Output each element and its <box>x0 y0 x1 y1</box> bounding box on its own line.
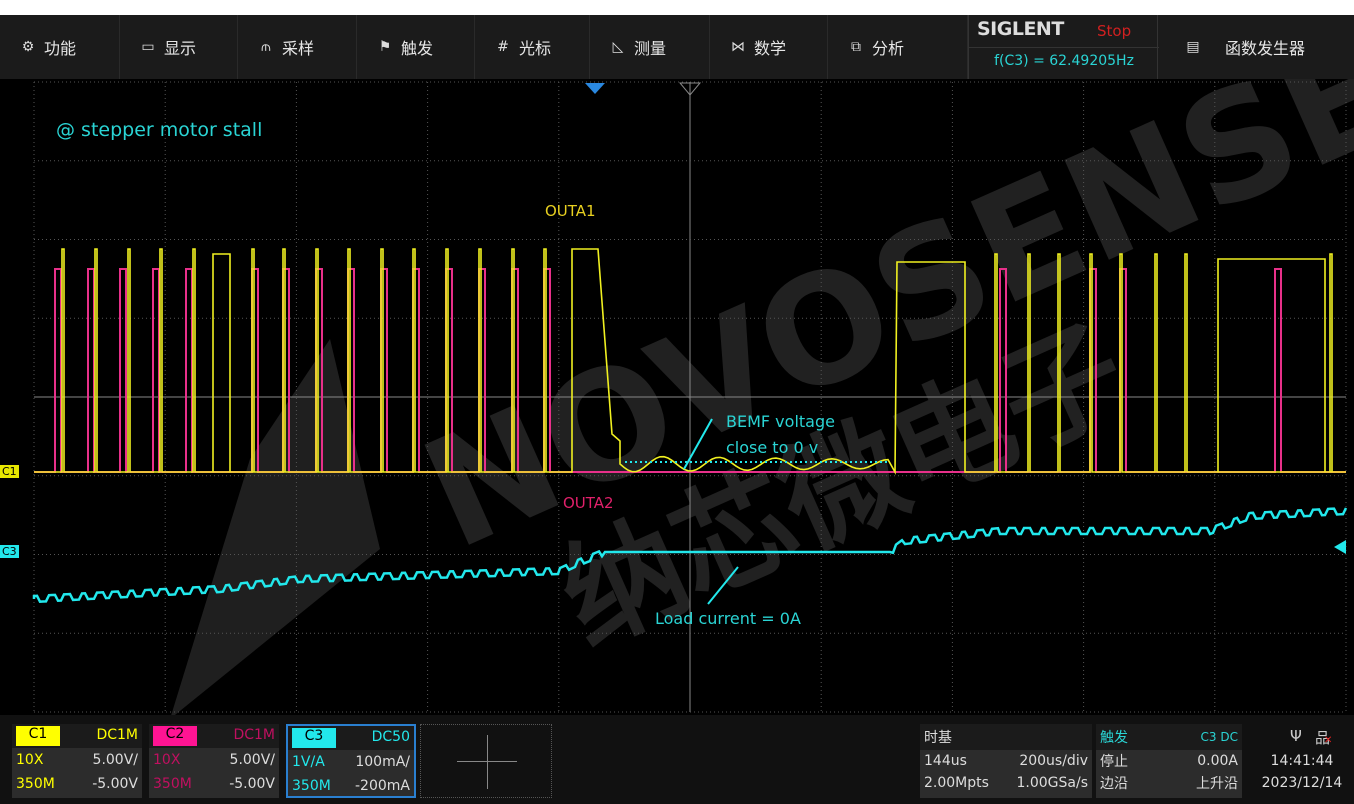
menu-label: 光标 <box>519 39 552 58</box>
timebase-delay: 144us <box>924 753 967 769</box>
outa2-label: OUTA2 <box>563 494 614 512</box>
channel-tag: C1 <box>16 726 60 746</box>
channel-probe: 10X <box>153 752 181 768</box>
channel-bandwidth: 350M <box>16 776 55 792</box>
channel-coupling: DC1M <box>96 727 138 743</box>
channel-c1-panel[interactable]: C1 DC1M 10X 5.00V/ 350M -5.00V <box>12 724 142 798</box>
channel-coupling: DC1M <box>233 727 275 743</box>
channel-coupling: DC50 <box>371 729 410 745</box>
display-icon: ▭ <box>141 39 155 55</box>
timebase-panel[interactable]: 时基 144us 200us/div 2.00Mpts 1.00GSa/s <box>920 724 1092 798</box>
timebase-scale: 200us/div <box>1019 753 1088 769</box>
trigger-position-marker <box>585 83 605 94</box>
channel-scale: 5.00V/ <box>229 752 275 768</box>
channel-scale: 5.00V/ <box>92 752 138 768</box>
load-current-label: Load current = 0A <box>655 609 801 628</box>
trigger-title: 触发 <box>1100 730 1128 746</box>
channel-tag: C2 <box>153 726 197 746</box>
sample-rate: 1.00GSa/s <box>1016 775 1089 791</box>
brand-panel: SIGLENT Stop f(C3) = 62.49205Hz <box>968 15 1159 79</box>
run-status[interactable]: Stop <box>1097 22 1132 40</box>
trigger-panel[interactable]: 触发 C3 DC 停止 0.00A 边沿 上升沿 <box>1096 724 1242 798</box>
menu-acquire[interactable]: ⫙ 采样 <box>238 15 357 79</box>
c3-trace-load-current <box>32 507 1348 603</box>
trigger-slope: 上升沿 <box>1196 776 1238 792</box>
menu-cursor-grid[interactable]: # 光标 <box>475 15 590 79</box>
menu-label: 功能 <box>44 39 77 58</box>
math-icon: ⋈ <box>731 39 745 55</box>
bemf-arrow <box>683 418 713 470</box>
menu-display[interactable]: ▭ 显示 <box>120 15 238 79</box>
frequency-readout: f(C3) = 62.49205Hz <box>969 47 1159 69</box>
trigger-source: C3 DC <box>1200 730 1238 744</box>
usb-icon: Ψ <box>1290 727 1302 745</box>
outa1-label: OUTA1 <box>545 202 596 220</box>
channel-scale: 100mA/ <box>355 754 410 770</box>
channel-tag: C3 <box>292 728 336 748</box>
menu-analysis[interactable]: ⧉ 分析 <box>828 15 968 79</box>
timebase-title: 时基 <box>924 730 952 746</box>
menu-math[interactable]: ⋈ 数学 <box>710 15 828 79</box>
menu-label: 数学 <box>754 39 787 58</box>
measure-icon: ◺ <box>612 39 624 55</box>
channel-probe: 10X <box>16 752 44 768</box>
load-current-arrow <box>707 566 739 605</box>
trigger-level-marker <box>1334 540 1346 554</box>
bemf-label-line2: close to 0 v <box>726 438 819 457</box>
menu-label: 采样 <box>282 39 315 58</box>
menu-label: 测量 <box>634 39 667 58</box>
network-disconnected-icon: 品✕ <box>1315 729 1333 747</box>
siglent-logo: SIGLENT <box>977 18 1064 40</box>
memory-depth: 2.00Mpts <box>924 775 989 791</box>
trigger-level: 0.00A <box>1197 753 1238 769</box>
clipboard-icon: ▤ <box>1186 39 1200 55</box>
channel-offset: -200mA <box>355 778 410 794</box>
channel-probe: 1V/A <box>292 754 325 770</box>
trigger-state: 停止 <box>1100 754 1128 770</box>
menu-gear[interactable]: ⚙ 功能 <box>0 15 120 79</box>
time-center-marker <box>678 82 702 96</box>
menu-bar: ⚙ 功能 ▭ 显示 ⫙ 采样 ⚑ 触发 # 光标 ◺ 测量 ⋈ 数学 ⧉ 分析 SIGLENT Stop f(… <box>0 15 1354 79</box>
trigger-type: 边沿 <box>1100 776 1128 792</box>
menu-label: 触发 <box>401 39 434 58</box>
waveform-display[interactable]: NOVOSENSE 纳芯微电子 @ stepper motor stall OUT… <box>0 3 1354 719</box>
analysis-icon: ⧉ <box>851 39 861 55</box>
clock-date: 2023/12/14 <box>1261 775 1343 791</box>
channel-c3-panel[interactable]: C3 DC50 1V/A 100mA/ 350M -200mA <box>286 724 416 798</box>
channel-bandwidth: 350M <box>153 776 192 792</box>
menu-flag[interactable]: ⚑ 触发 <box>357 15 475 79</box>
channel-bandwidth: 350M <box>292 778 331 794</box>
bemf-label-line1: BEMF voltage <box>726 412 835 431</box>
menu-function-generator[interactable]: ▤ 函数发生器 <box>1165 15 1354 79</box>
add-channel-button[interactable] <box>420 724 552 798</box>
menu-label: 显示 <box>164 39 197 58</box>
c3-offset-marker[interactable]: C3 <box>0 545 19 558</box>
menu-label: 分析 <box>872 39 905 58</box>
acquire-icon: ⫙ <box>261 39 271 55</box>
menu-label: 函数发生器 <box>1225 39 1306 58</box>
status-bar: C1 DC1M 10X 5.00V/ 350M -5.00V C2 DC1M 10X 5.0… <box>0 715 1354 804</box>
cursor-grid-icon: # <box>497 39 509 55</box>
c1-offset-marker[interactable]: C1 <box>0 465 19 478</box>
menu-measure[interactable]: ◺ 测量 <box>590 15 710 79</box>
clock-time: 14:41:44 <box>1270 753 1334 769</box>
c1-trace-outa1 <box>34 248 1346 475</box>
watermark-logo-shape <box>170 339 380 719</box>
channel-offset: -5.00V <box>92 776 138 792</box>
channel-c2-panel[interactable]: C2 DC1M 10X 5.00V/ 350M -5.00V <box>149 724 279 798</box>
gear-icon: ⚙ <box>21 39 35 55</box>
title-annotation: @ stepper motor stall <box>56 119 263 141</box>
channel-offset: -5.00V <box>229 776 275 792</box>
flag-icon: ⚑ <box>378 39 392 55</box>
